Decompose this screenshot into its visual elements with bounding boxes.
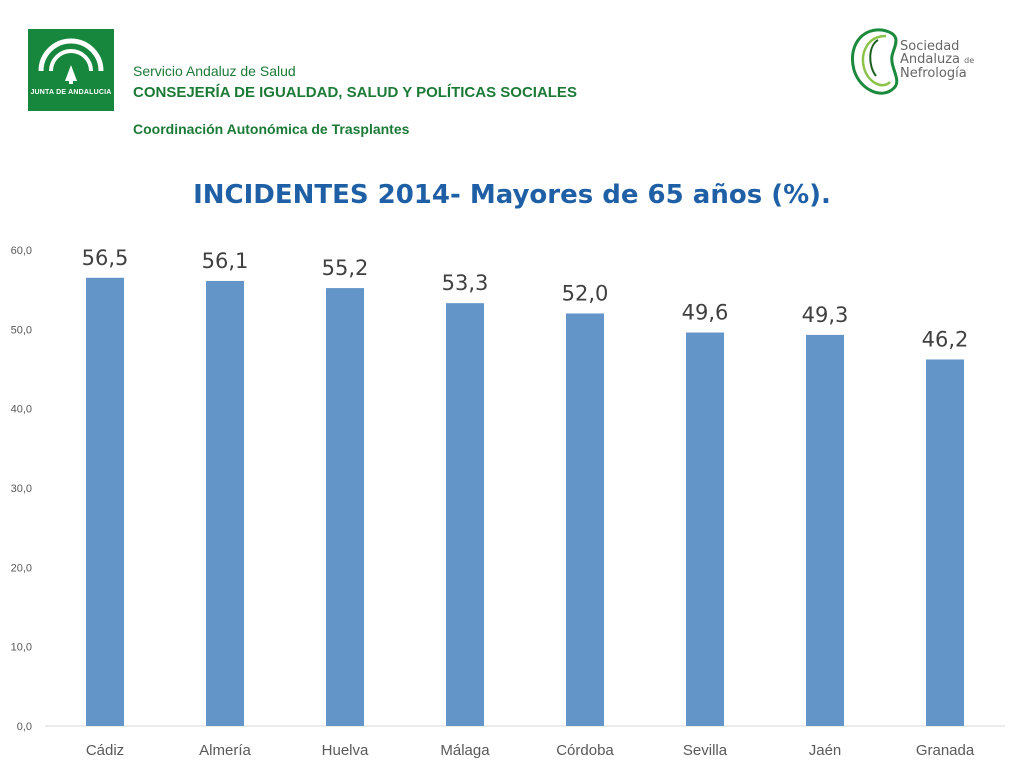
y-tick-label: 50,0	[11, 324, 32, 336]
y-tick-label: 40,0	[11, 404, 32, 416]
data-label: 56,5	[82, 246, 129, 270]
y-tick-label: 20,0	[11, 562, 32, 574]
x-tick-label: Cádiz	[86, 742, 124, 759]
bar	[326, 288, 364, 726]
chart-title: INCIDENTES 2014- Mayores de 65 años (%).	[193, 180, 831, 210]
header-line-1: Servicio Andaluz de Salud	[133, 63, 296, 79]
bar	[806, 334, 844, 726]
y-tick-label: 0,0	[17, 721, 32, 733]
junta-emblem-icon	[38, 38, 104, 84]
x-tick-label: Jaén	[809, 742, 842, 759]
x-tick-label: Sevilla	[683, 742, 728, 759]
bar	[926, 359, 964, 726]
sen-line-3: Nefrología	[900, 66, 967, 81]
x-tick-label: Málaga	[440, 742, 490, 759]
header-line-3: Coordinación Autonómica de Trasplantes	[133, 121, 410, 137]
data-label: 49,3	[802, 303, 849, 327]
header-line-2: CONSEJERÍA DE IGUALDAD, SALUD Y POLÍTICA…	[133, 84, 577, 101]
bar	[86, 277, 124, 726]
nephrology-kidney-icon	[851, 28, 899, 95]
x-tick-label: Córdoba	[556, 742, 614, 759]
junta-logo-text: JUNTA DE ANDALUCIA	[30, 89, 112, 96]
x-tick-label: Granada	[916, 742, 975, 759]
sen-line-1: Sociedad	[900, 39, 960, 54]
x-tick-label: Huelva	[322, 742, 369, 759]
data-label: 56,1	[202, 249, 249, 273]
junta-andalucia-logo: JUNTA DE ANDALUCIA	[28, 29, 114, 111]
data-label: 52,0	[562, 281, 609, 305]
bar	[686, 332, 724, 726]
bar-chart: 0,0 10,0 20,0 30,0 40,0 50,0 60,0 56,5 Cádiz 56,1…	[11, 245, 1005, 759]
data-label: 55,2	[322, 256, 369, 280]
bar	[446, 303, 484, 726]
x-tick-label: Almería	[199, 742, 251, 759]
y-tick-label: 10,0	[11, 642, 32, 654]
bar	[206, 280, 244, 726]
nephrology-logo-text: Sociedad Andaluza de Nefrología	[900, 40, 974, 80]
y-tick-label: 30,0	[11, 483, 32, 495]
data-label: 46,2	[922, 327, 969, 351]
y-tick-label: 60,0	[11, 245, 32, 257]
bar	[566, 313, 604, 726]
data-label: 49,6	[682, 301, 729, 325]
sen-line-2: Andaluza	[900, 52, 960, 67]
sen-line-2-small: de	[964, 56, 975, 65]
data-label: 53,3	[442, 271, 489, 295]
